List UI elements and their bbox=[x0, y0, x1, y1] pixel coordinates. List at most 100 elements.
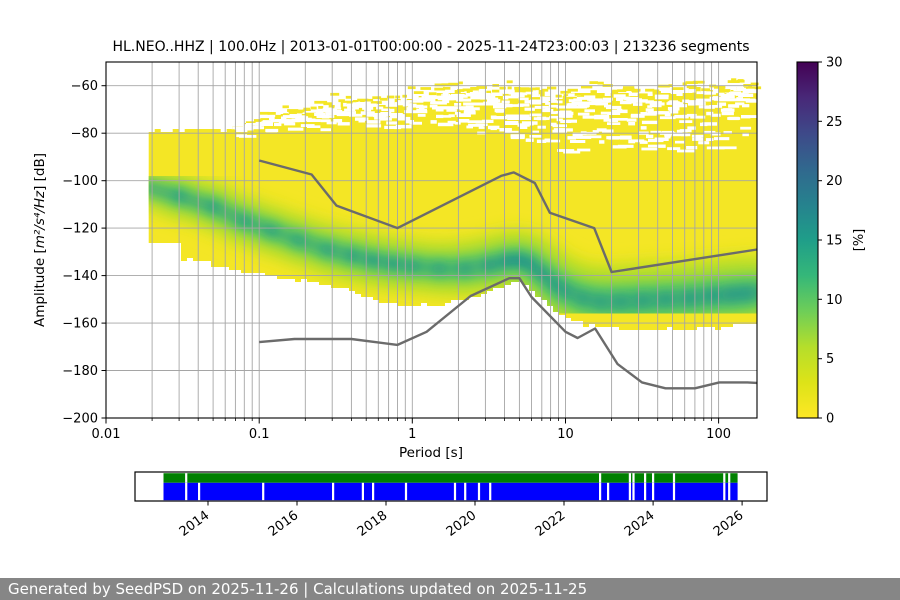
coverage-gap bbox=[728, 482, 731, 501]
fringe-speckle bbox=[345, 95, 352, 99]
fringe-speckle bbox=[671, 87, 684, 90]
ppsd-chart: 0.01 0.1 1 10 100−60−80−100−120−140−160−180−… bbox=[32, 39, 867, 540]
y-tick-label: −160 bbox=[62, 317, 98, 332]
coverage-gap bbox=[652, 473, 655, 483]
y-tick-label: −200 bbox=[62, 412, 98, 427]
coverage-gap bbox=[607, 482, 610, 501]
fringe-speckle bbox=[357, 98, 369, 102]
fringe-speckle bbox=[654, 89, 660, 93]
fringe-speckle bbox=[275, 114, 283, 118]
fringe-speckle bbox=[589, 81, 598, 84]
data-coverage-timeline: 2014 2016 2018 2020 2022 2024 2026 bbox=[134, 471, 768, 540]
coverage-gap bbox=[723, 482, 726, 501]
fringe-speckle bbox=[448, 82, 460, 86]
fringe-speckle bbox=[731, 78, 737, 82]
y-tick-label: −80 bbox=[71, 127, 98, 142]
coverage-gap bbox=[262, 482, 265, 501]
coverage-gap bbox=[599, 482, 602, 501]
fringe-speckle bbox=[407, 86, 416, 90]
fringe-speckle bbox=[372, 96, 382, 100]
y-tick-label: −140 bbox=[62, 269, 98, 284]
fringe-speckle bbox=[330, 92, 340, 96]
fringe-speckle bbox=[259, 111, 270, 115]
fringe-speckle bbox=[597, 81, 604, 85]
fringe-speckle bbox=[303, 107, 311, 111]
fringe-speckle bbox=[525, 87, 536, 91]
fringe-speckle bbox=[260, 118, 269, 121]
fringe-speckle bbox=[302, 109, 311, 112]
fringe-speckle bbox=[310, 106, 317, 110]
peterson-noise-models bbox=[258, 159, 758, 390]
fringe-speckle bbox=[344, 100, 353, 104]
x-axis-label: Period [s] bbox=[399, 445, 463, 461]
timeline-year-label: 2018 bbox=[355, 508, 391, 540]
x-tick-label: 1 bbox=[408, 427, 416, 442]
nhnm-line bbox=[258, 159, 758, 274]
colorbar-tick-label: 20 bbox=[826, 174, 843, 189]
x-tick-label: 0.1 bbox=[249, 427, 270, 442]
fringe-speckle bbox=[535, 87, 540, 91]
colorbar-tick-label: 25 bbox=[826, 115, 843, 130]
fringe-speckle bbox=[506, 80, 513, 84]
fringe-speckle bbox=[318, 106, 324, 109]
footer-text: Generated by SeedPSD on 2025-11-26 | Cal… bbox=[8, 580, 588, 598]
grid-lines bbox=[106, 62, 757, 418]
colorbar-tick-label: 10 bbox=[826, 293, 843, 308]
fringe-speckle bbox=[637, 93, 648, 97]
y-tick-label: −100 bbox=[62, 174, 98, 189]
fringe-speckle bbox=[701, 88, 711, 92]
timeline-year-label: 2022 bbox=[533, 508, 569, 540]
timeline-year-label: 2016 bbox=[266, 508, 302, 540]
fringe-speckle bbox=[434, 87, 446, 91]
colorbar-tick-label: 0 bbox=[826, 412, 834, 427]
timeline-year-label: 2026 bbox=[711, 508, 747, 540]
coverage-gap bbox=[464, 482, 467, 501]
fringe-speckle bbox=[323, 102, 332, 106]
coverage-blue bbox=[163, 482, 738, 501]
axes-frame bbox=[105, 61, 758, 419]
fringe-speckle bbox=[314, 100, 328, 104]
coverage-gap bbox=[185, 473, 188, 483]
nlnm-line bbox=[259, 277, 758, 390]
x-tick-label: 10 bbox=[557, 427, 574, 442]
fringe-speckle bbox=[253, 119, 262, 122]
timeline-year-label: 2014 bbox=[177, 508, 213, 540]
fringe-speckle bbox=[724, 89, 729, 93]
fringe-speckle bbox=[353, 100, 359, 103]
fringe-speckle bbox=[386, 95, 395, 99]
fringe-speckle bbox=[622, 88, 635, 91]
coverage-gap bbox=[332, 482, 335, 501]
y-tick-label: −60 bbox=[71, 79, 98, 94]
fringe-speckle bbox=[581, 85, 593, 89]
fringe-speckle bbox=[287, 109, 299, 112]
fringe-speckle bbox=[338, 99, 345, 103]
coverage-gap bbox=[599, 473, 602, 483]
fringe-speckle bbox=[462, 88, 473, 92]
coverage-gap bbox=[453, 482, 457, 501]
plot-title: HL.NEO..HHZ | 100.0Hz | 2013-01-01T00:00… bbox=[112, 39, 749, 55]
axis-ticks: 0.01 0.1 1 10 100 −60 −80 −100 −120 −140 −160 −180 −… bbox=[62, 79, 731, 442]
coverage-gap bbox=[489, 482, 492, 501]
coverage-gap bbox=[644, 473, 647, 483]
coverage-gap bbox=[672, 473, 676, 483]
colorbar: 0 5 10 15 20 25 30 bbox=[796, 56, 843, 427]
fringe-speckle bbox=[685, 81, 698, 84]
x-tick-label: 100 bbox=[706, 427, 731, 442]
fringe-speckle bbox=[612, 89, 618, 93]
fringe-speckle bbox=[507, 86, 512, 90]
fringe-speckle bbox=[282, 105, 289, 109]
coverage-gap bbox=[198, 482, 201, 501]
fringe-speckle bbox=[623, 86, 635, 89]
fringe-speckle bbox=[434, 83, 445, 87]
fringe-speckle bbox=[288, 111, 297, 115]
fringe-speckle bbox=[567, 88, 578, 92]
fringe-speckle bbox=[518, 87, 529, 91]
fringe-speckle bbox=[632, 89, 640, 93]
fringe-speckle bbox=[458, 81, 463, 85]
coverage-gap bbox=[628, 473, 631, 483]
x-tick-label: 0.01 bbox=[92, 427, 121, 442]
fringe-speckle bbox=[645, 88, 655, 92]
coverage-gap bbox=[632, 482, 635, 501]
coverage-gap bbox=[477, 482, 481, 501]
